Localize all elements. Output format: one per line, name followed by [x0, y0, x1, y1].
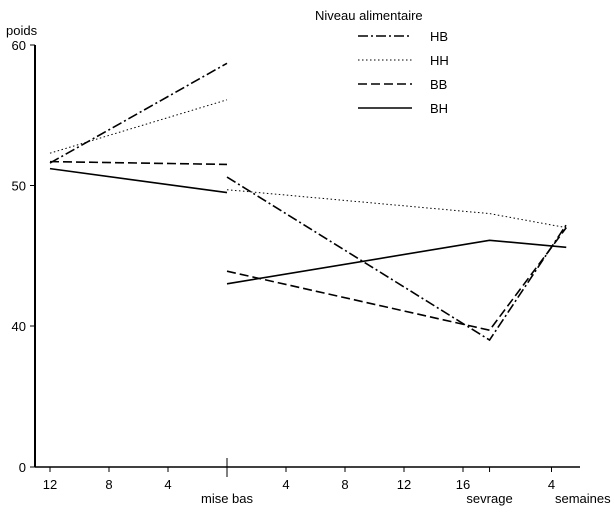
legend-title: Niveau alimentaire: [315, 8, 423, 23]
x-tick-label: 4: [548, 477, 555, 492]
y-tick-label: 60: [12, 38, 26, 53]
x-tick-label: 12: [43, 477, 57, 492]
x-tick-label: 8: [105, 477, 112, 492]
x-tick-label: 4: [164, 477, 171, 492]
x-tick-label: 8: [341, 477, 348, 492]
legend-label-HH: HH: [430, 53, 449, 68]
x-tick-label: 16: [456, 477, 470, 492]
legend-label-BH: BH: [430, 101, 448, 116]
legend-label-BB: BB: [430, 77, 447, 92]
series-line-BH: [49, 167, 228, 194]
x-axis-label: semaines: [555, 491, 611, 506]
legend-label-HB: HB: [430, 29, 448, 44]
x-tick-label: mise bas: [201, 491, 254, 506]
y-axis-label: poids: [6, 23, 38, 38]
y-tick-label: 50: [12, 179, 26, 194]
y-tick-label: 40: [12, 319, 26, 334]
y-tick-label: 0: [19, 460, 26, 475]
series-line-BB: [226, 227, 567, 332]
series-line-HB: [226, 176, 567, 342]
x-tick-label: 12: [397, 477, 411, 492]
series-line-HB: [49, 62, 228, 164]
x-tick-label: 4: [282, 477, 289, 492]
series-line-HH: [49, 99, 228, 154]
series-line-BB: [49, 160, 228, 166]
series-line-BH: [226, 239, 567, 285]
x-tick-label: sevrage: [466, 491, 512, 506]
